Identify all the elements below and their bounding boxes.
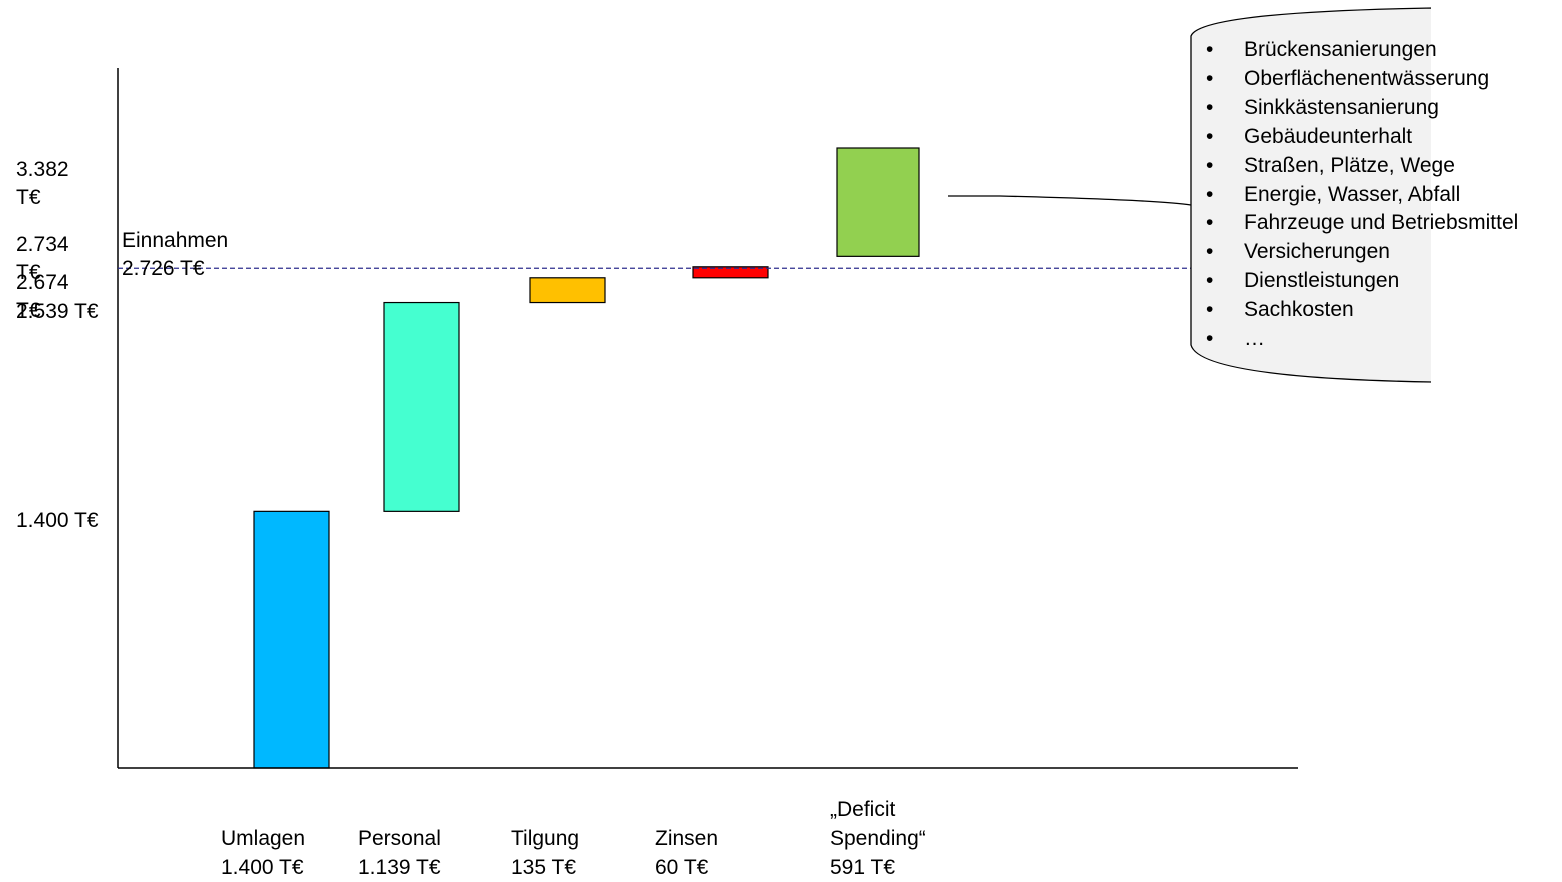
category-name: Tilgung: [511, 827, 580, 850]
bullet-icon: •: [1206, 95, 1214, 119]
category-value: 1.400 T€: [221, 856, 304, 879]
bar-4: [692, 266, 769, 279]
bars-layer: [253, 147, 920, 769]
bar-3: [529, 277, 606, 304]
callout-item: • Sachkosten: [1202, 296, 1518, 325]
y-tick-label-1400: 1.400 T€: [16, 509, 99, 532]
category-name: Personal: [358, 827, 441, 850]
bullet-icon: •: [1206, 153, 1214, 177]
category-value: 135 T€: [511, 856, 576, 879]
callout-right-mask: [1431, 0, 1562, 400]
y-tick-label-2734: 2.734 T€: [16, 233, 69, 284]
callout-item: •…: [1202, 325, 1518, 354]
callout-item: • Gebäudeunterhalt: [1202, 123, 1518, 152]
callout-item-text: Sinkkästensanierung: [1244, 95, 1439, 119]
category-value: 591 T€: [830, 856, 895, 879]
callout-item: • Brückensanierungen: [1202, 36, 1518, 65]
callout-item-text: …: [1244, 327, 1265, 351]
callout-item-text: Brückensanierungen: [1244, 38, 1437, 61]
callout-item-text: Fahrzeuge und Betriebsmittel: [1244, 211, 1519, 235]
callout-item-text: Energie, Wasser, Abfall: [1244, 182, 1461, 206]
callout-list: • Brückensanierungen • Oberflächenentwässe…: [1202, 36, 1518, 354]
reference-line-label: Einnahmen: [122, 229, 229, 252]
y-tick-label-3382: 3.382 T€: [16, 158, 69, 209]
category-name-line2: Spending“: [830, 827, 926, 850]
callout-item: • Oberflächenentwässerung: [1202, 65, 1518, 94]
category-label-zinsen: Zinsen 60 T€: [655, 796, 718, 882]
bar-1: [253, 510, 330, 769]
bullet-icon: •: [1206, 211, 1214, 235]
bullet-icon: •: [1206, 240, 1214, 264]
category-label-deficit-spending: „Deficit Spending“ 591 T€: [830, 796, 926, 882]
bullet-icon: •: [1206, 66, 1214, 90]
callout-item: • Straßen, Plätze, Wege: [1202, 152, 1518, 181]
bullet-icon: •: [1206, 298, 1214, 322]
reference-line-value: 2.726 T€: [122, 257, 205, 280]
category-name: Zinsen: [655, 827, 719, 850]
category-name-line1: „Deficit: [830, 798, 896, 821]
callout-item: • Dienstleistungen: [1202, 267, 1518, 296]
callout-brace-shape: [1190, 7, 1433, 383]
bar-5: [836, 147, 920, 257]
callout-item: • Versicherungen: [1202, 238, 1518, 267]
bullet-icon: •: [1206, 38, 1214, 61]
callout-connector: [948, 195, 1192, 206]
callout-item: • Energie, Wasser, Abfall: [1202, 181, 1518, 210]
callout-item-text: Sachkosten: [1244, 298, 1354, 322]
category-label-umlagen: Umlagen 1.400 T€: [221, 796, 305, 882]
category-value: 60 T€: [655, 856, 709, 879]
bullet-icon: •: [1206, 124, 1214, 148]
category-name: Umlagen: [221, 827, 306, 850]
callout-item-text: Straßen, Plätze, Wege: [1244, 153, 1455, 177]
y-tick-label-2674: 2.674 T€: [16, 271, 69, 322]
callout-item-text: Versicherungen: [1244, 240, 1390, 264]
bullet-icon: •: [1206, 182, 1214, 206]
category-value: 1.139 T€: [358, 856, 441, 879]
callout-item: • Sinkkästensanierung: [1202, 94, 1518, 123]
category-label-tilgung: Tilgung 135 T€: [511, 796, 579, 882]
y-tick-label-2539: 2.539 T€: [16, 300, 99, 323]
callout-item-text: Oberflächenentwässerung: [1244, 66, 1490, 90]
category-label-personal: Personal 1.139 T€: [358, 796, 441, 882]
bullet-icon: •: [1206, 327, 1214, 351]
callout-item: • Fahrzeuge und Betriebsmittel: [1202, 209, 1518, 238]
callout-item-text: Dienstleistungen: [1244, 269, 1400, 293]
callout-item-text: Gebäudeunterhalt: [1244, 124, 1413, 148]
bar-2: [383, 301, 460, 512]
bullet-icon: •: [1206, 269, 1214, 293]
